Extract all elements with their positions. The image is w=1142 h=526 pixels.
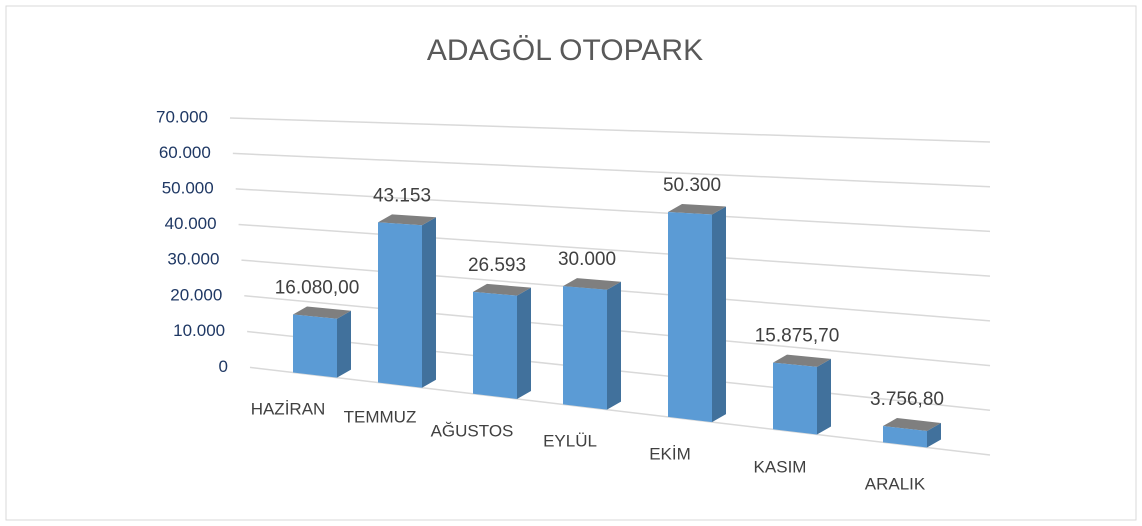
data-label: 50.300 [663, 175, 721, 196]
data-label: 26.593 [468, 255, 526, 276]
bar-top [378, 214, 436, 226]
y-tick-label: 70.000 [156, 107, 208, 126]
y-tick-label: 10.000 [173, 321, 225, 340]
bar-side [927, 423, 941, 448]
x-tick-label: TEMMUZ [344, 407, 417, 426]
data-label: 43.153 [373, 185, 431, 206]
bar [563, 286, 607, 410]
bar-top [473, 283, 531, 296]
x-tick-label: ARALIK [865, 474, 926, 493]
bar-top [883, 418, 941, 432]
y-tick-label: 40.000 [165, 214, 217, 233]
data-label: 16.080,00 [275, 277, 360, 298]
data-label: 30.000 [558, 249, 616, 270]
bar [378, 222, 422, 388]
bar-side [607, 281, 621, 410]
x-tick-label: EYLÜL [543, 431, 597, 450]
y-tick-label: 20.000 [170, 285, 222, 304]
bar-top [563, 278, 621, 290]
x-tick-label: EKİM [649, 444, 691, 463]
grid-line [238, 223, 991, 277]
chart-frame [5, 5, 1137, 521]
bar [473, 291, 517, 399]
chart-title: ADAGÖL OTOPARK [427, 34, 703, 67]
data-label: 15.875,70 [755, 326, 840, 347]
bar-top [668, 204, 726, 215]
bar-top [773, 354, 831, 367]
y-tick-label: 50.000 [162, 178, 214, 197]
grid-line [232, 152, 991, 188]
y-tick-label: 30.000 [167, 250, 219, 269]
bar-side [712, 206, 726, 423]
y-tick-label: 60.000 [159, 143, 211, 162]
bar-side [817, 358, 831, 435]
grid-line [235, 188, 991, 233]
bar-top [293, 306, 351, 319]
bar [883, 426, 927, 448]
data-label: 3.756,80 [870, 389, 944, 410]
bar-side [517, 287, 531, 399]
bar [293, 314, 337, 378]
grid-line [229, 117, 991, 143]
bar-side [422, 217, 436, 388]
x-tick-label: HAZİRAN [251, 399, 326, 418]
y-tick-label: 0 [219, 357, 228, 376]
bar [668, 212, 712, 423]
x-tick-label: KASIM [754, 457, 807, 476]
grid-line [249, 366, 991, 456]
bar-side [337, 310, 351, 378]
bar [773, 362, 817, 435]
x-tick-label: AĞUSTOS [431, 421, 514, 440]
